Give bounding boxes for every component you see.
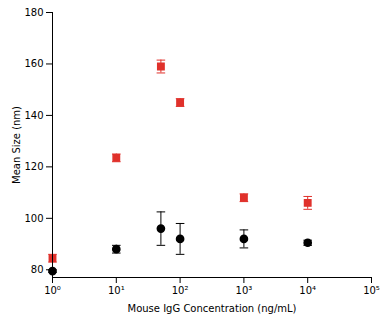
svg-text:10¹: 10¹ [108,285,125,296]
svg-text:10³: 10³ [236,285,253,296]
svg-text:10⁵: 10⁵ [363,285,380,296]
svg-text:80: 80 [31,264,44,275]
svg-text:100: 100 [24,213,43,224]
svg-text:10²: 10² [172,285,189,296]
svg-text:120: 120 [24,161,43,172]
svg-text:160: 160 [24,58,43,69]
svg-text:Mouse IgG Concentration (ng/mL: Mouse IgG Concentration (ng/mL) [128,303,297,314]
svg-text:180: 180 [24,7,43,18]
svg-text:Mean Size (nm): Mean Size (nm) [11,106,22,184]
svg-text:140: 140 [24,110,43,121]
svg-text:10⁴: 10⁴ [299,285,316,296]
svg-text:10⁰: 10⁰ [44,285,61,296]
